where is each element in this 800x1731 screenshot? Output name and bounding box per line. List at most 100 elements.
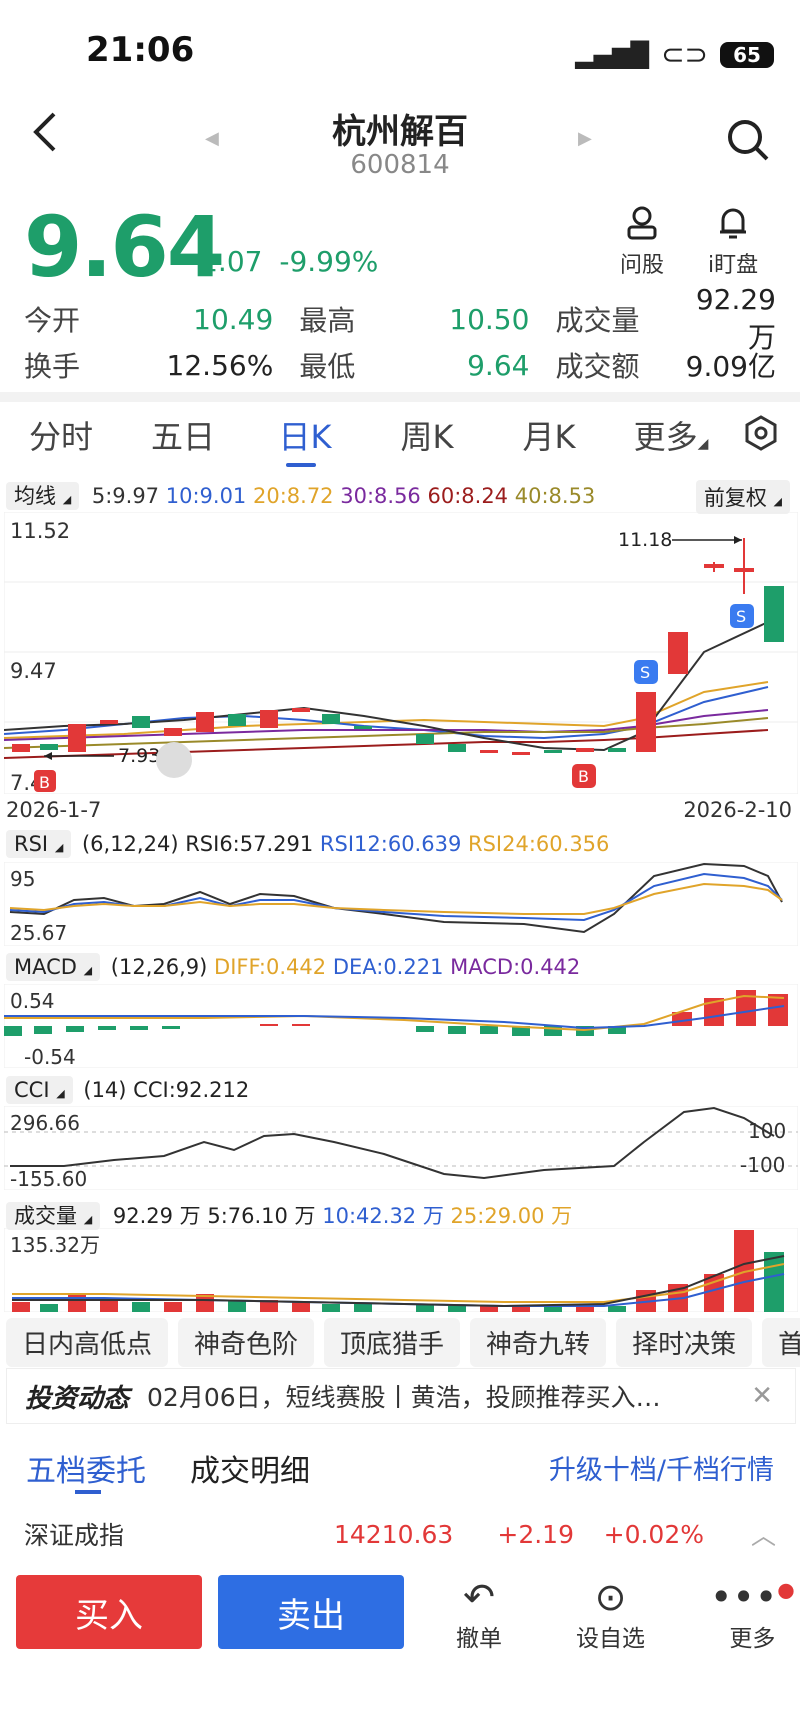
date-end: 2026-2-10 (683, 798, 792, 822)
chip-more[interactable]: 首 (762, 1318, 800, 1367)
tab-intraday[interactable]: 分时 (28, 418, 93, 456)
prev-stock-button[interactable]: ◀ (205, 128, 219, 149)
index-row[interactable]: 深证成指 14210.63 +2.19 +0.02% ︿ (24, 1516, 776, 1552)
high-label: 最高 (299, 304, 356, 337)
sell-badge-2: S (730, 604, 754, 628)
tab-trade-detail[interactable]: 成交明细 (190, 1454, 310, 1489)
vol-y-top: 135.32万 (10, 1233, 100, 1257)
index-change: +2.19 (497, 1519, 574, 1549)
more-button[interactable]: •••● 更多 (710, 1575, 795, 1653)
tab-five-level[interactable]: 五档委托 (26, 1454, 146, 1489)
next-stock-button[interactable]: ▶ (578, 128, 592, 149)
tab-five-day[interactable]: 五日 (150, 418, 215, 456)
back-button[interactable] (30, 110, 60, 166)
rsi-y-top: 95 (10, 867, 35, 891)
stock-code: 600814 (350, 150, 450, 180)
kline-candles (12, 538, 784, 755)
svg-text:S: S (640, 663, 650, 682)
macd-diff: DIFF:0.442 (214, 955, 327, 979)
sell-button[interactable]: 卖出 (218, 1575, 404, 1649)
amount-label: 成交额 (555, 350, 640, 383)
index-name: 深证成指 (24, 1521, 125, 1550)
vol-label: 成交量 (14, 1204, 77, 1228)
rsi-selector[interactable]: RSI ◢ (6, 830, 72, 858)
cci-chart[interactable]: 296.66 -155.60 100 -100 (4, 1106, 798, 1190)
macd-chart[interactable]: 0.54 -0.54 (4, 984, 798, 1068)
upgrade-link[interactable]: 升级十档/千档行情 (548, 1455, 774, 1486)
rsi-label: RSI (14, 832, 49, 856)
low-value: 9.64 (467, 348, 530, 382)
draw-tool-icon[interactable] (156, 742, 192, 778)
tab-daily-k[interactable]: 日K (278, 418, 332, 456)
cci-selector[interactable]: CCI ◢ (6, 1076, 73, 1104)
volume-chart[interactable]: 135.32万 (4, 1228, 798, 1312)
add-favorite-button[interactable]: ⊙ 设自选 (576, 1575, 645, 1653)
change-value: -1.07 (190, 245, 263, 278)
link-icon: ⊂⊃ (661, 38, 708, 71)
person-icon (627, 206, 657, 240)
cci-y-bottom: -155.60 (10, 1167, 87, 1190)
add-favorite-label: 设自选 (576, 1626, 645, 1652)
adjust-label: 前复权 (703, 486, 767, 510)
watch-button[interactable]: i盯盘 (708, 205, 758, 279)
open-value: 10.49 (193, 302, 274, 336)
svg-text:B: B (39, 773, 50, 792)
vol-ma25: 25:29.00 万 (450, 1204, 573, 1228)
kline-low-marker: 7.93 (118, 745, 160, 767)
period-tabs: 分时 五日 日K 周K 月K 更多◢ (0, 412, 800, 458)
kline-y-top: 11.52 (10, 519, 70, 543)
chevron-up-icon[interactable]: ︿ (750, 1521, 776, 1550)
news-banner[interactable]: 投资动态 02月06日，短线赛股丨黄浩，投顾推荐买入… ✕ (6, 1368, 796, 1424)
chip-timing-decision[interactable]: 择时决策 (616, 1318, 753, 1367)
battery-icon: 65 (720, 41, 774, 68)
macd-dea: DEA:0.221 (332, 955, 444, 979)
ma-selector[interactable]: 均线 ◢ (6, 482, 80, 510)
amount-value: 9.09亿 (685, 350, 776, 383)
kline-chart[interactable]: 11.52 9.47 7.4 11.18 7.93 (4, 512, 798, 794)
svg-text:S: S (736, 607, 746, 626)
tool-chips: 日内高低点 神奇色阶 顶底猎手 神奇九转 择时决策 首 (6, 1318, 800, 1367)
ask-stock-button[interactable]: 问股 (620, 205, 664, 279)
index-pct: +0.02% (603, 1519, 704, 1549)
macd-legend: MACD ◢ (12,26,9) DIFF:0.442 DEA:0.221 MA… (6, 953, 581, 981)
open-label: 今开 (24, 304, 81, 337)
tab-monthly-k[interactable]: 月K (522, 418, 576, 456)
search-icon (728, 120, 769, 161)
tab-more[interactable]: 更多◢ (633, 418, 709, 456)
signal-icon: ▂▄▆█ (575, 40, 650, 69)
settings-button[interactable] (742, 414, 780, 456)
macd-value: MACD:0.442 (450, 955, 581, 979)
vol-selector[interactable]: 成交量 ◢ (6, 1202, 101, 1230)
volume-value: 92.29万 (695, 282, 776, 354)
divider (0, 392, 800, 402)
adjust-selector[interactable]: 前复权 ◢ (695, 480, 790, 514)
undo-icon: ↶ (463, 1575, 495, 1619)
news-tag: 投资动态 (25, 1383, 130, 1414)
rsi-chart[interactable]: 95 25.67 (4, 862, 798, 946)
cci-legend: CCI ◢ (14) CCI:92.212 (6, 1076, 249, 1104)
current-price: 9.64 (24, 198, 225, 296)
tab-weekly-k[interactable]: 周K (400, 418, 454, 456)
cancel-order-button[interactable]: ↶ 撤单 (456, 1575, 502, 1653)
chip-magic-nine[interactable]: 神奇九转 (470, 1318, 607, 1367)
chip-top-bottom-hunter[interactable]: 顶底猎手 (324, 1318, 461, 1367)
chip-color-scale[interactable]: 神奇色阶 (178, 1318, 315, 1367)
quote-grid: 今开 10.49 最高 10.50 成交量 92.29万 换手 12.56% 最… (24, 283, 776, 388)
cci-label: CCI (14, 1078, 50, 1102)
status-icons: ▂▄▆█ ⊂⊃ 65 (575, 38, 774, 71)
close-icon[interactable]: ✕ (751, 1381, 773, 1411)
watch-label: i盯盘 (708, 253, 759, 278)
turnover-label: 换手 (24, 350, 81, 383)
change-pct: -9.99% (279, 245, 379, 278)
vol-ma10: 10:42.32 万 (322, 1204, 444, 1228)
svg-text:B: B (578, 767, 589, 786)
macd-selector[interactable]: MACD ◢ (6, 953, 101, 981)
chip-intraday-highlow[interactable]: 日内高低点 (6, 1318, 169, 1367)
search-button[interactable] (726, 118, 770, 166)
high-value: 10.50 (449, 302, 530, 336)
tab-underline (286, 463, 316, 467)
rsi6-value: RSI6:57.291 (185, 832, 314, 856)
rsi-y-bottom: 25.67 (10, 921, 67, 945)
buy-button[interactable]: 买入 (16, 1575, 202, 1649)
gear-icon (745, 415, 777, 451)
